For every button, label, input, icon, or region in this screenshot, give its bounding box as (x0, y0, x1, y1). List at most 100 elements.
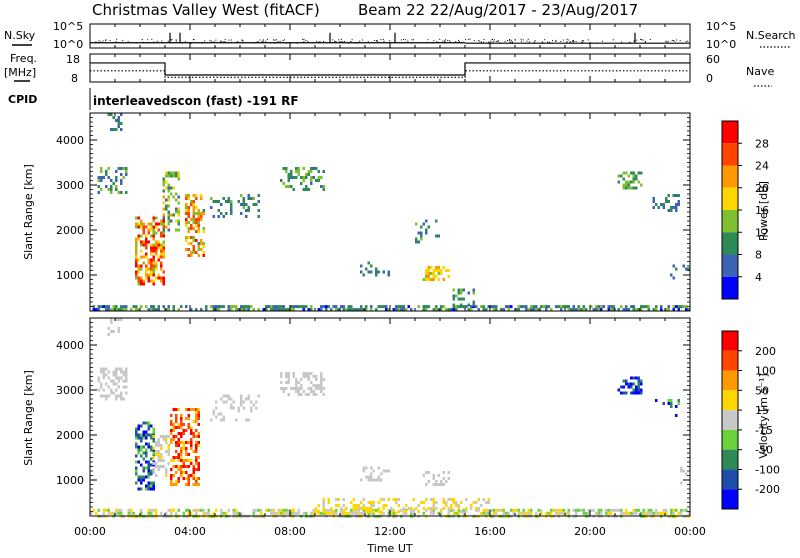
heatmap-cell (135, 466, 138, 470)
heatmap-cell (135, 433, 138, 437)
heatmap-cell (97, 185, 100, 188)
nsky-point (241, 39, 243, 41)
heatmap-cell (157, 273, 160, 277)
heatmap-cell (240, 194, 243, 197)
heatmap-cell (115, 185, 118, 188)
heatmap-cell (285, 170, 288, 173)
heatmap-cell (275, 308, 278, 312)
heatmap-cell (155, 444, 158, 447)
heatmap-cell (192, 435, 195, 438)
heatmap-cell (105, 508, 108, 512)
heatmap-cell (375, 270, 378, 274)
heatmap-cell (360, 507, 363, 510)
heatmap-cell (147, 481, 150, 485)
heatmap-cell (460, 501, 463, 504)
heatmap-cell (142, 240, 145, 244)
heatmap-cell (672, 276, 675, 280)
heatmap-cell (97, 508, 100, 512)
heatmap-cell (560, 511, 563, 515)
nsky-point (479, 41, 481, 43)
heatmap-cell (140, 222, 143, 226)
heatmap-cell (230, 206, 233, 209)
heatmap-cell (417, 510, 420, 513)
heatmap-cell (160, 243, 163, 247)
heatmap-cell (177, 456, 180, 459)
nsky-point (185, 41, 186, 43)
heatmap-cell (142, 445, 145, 449)
heatmap-cell (365, 510, 368, 513)
nsky-point (380, 39, 382, 41)
heatmap-cell (280, 511, 283, 515)
heatmap-cell (595, 308, 598, 312)
heatmap-cell (417, 305, 420, 309)
heatmap-cell (117, 327, 120, 330)
heatmap-cell (167, 198, 170, 202)
heatmap-cell (442, 477, 445, 480)
heatmap-cell (382, 504, 385, 507)
heatmap-cell (305, 185, 308, 188)
heatmap-cell (230, 200, 233, 203)
heatmap-cell (282, 308, 285, 312)
nsky-point (486, 42, 488, 44)
heatmap-cell (287, 381, 290, 384)
heatmap-cell (140, 305, 143, 309)
heatmap-cell (637, 382, 640, 386)
heatmap-cell (420, 231, 423, 235)
nsky-point (348, 42, 350, 44)
nsky-point (98, 40, 100, 42)
heatmap-cell (167, 219, 170, 223)
heatmap-cell (390, 511, 393, 515)
heatmap-cell (192, 474, 195, 477)
heatmap-cell (180, 465, 183, 468)
heatmap-cell (157, 308, 160, 312)
heatmap-cell (530, 308, 533, 312)
heatmap-cell (310, 170, 313, 173)
heatmap-cell (427, 471, 430, 474)
heatmap-cell (632, 391, 635, 395)
nsky-point (633, 40, 635, 42)
heatmap-cell (315, 179, 318, 182)
nsky-point (182, 42, 184, 44)
heatmap-cell (440, 272, 443, 275)
heatmap-cell (447, 508, 450, 512)
nsky-point (274, 39, 276, 41)
heatmap-cell (120, 167, 123, 170)
heatmap-cell (517, 508, 520, 512)
heatmap-cell (192, 477, 195, 480)
heatmap-cell (375, 273, 378, 277)
heatmap-cell (157, 438, 160, 441)
heatmap-cell (195, 435, 198, 438)
heatmap-cell (427, 507, 430, 510)
heatmap-cell (135, 442, 138, 446)
heatmap-cell (597, 508, 600, 512)
heatmap-cell (605, 508, 608, 512)
colorbar-tick-label: 12 (755, 226, 769, 239)
heatmap-cell (100, 385, 103, 389)
heatmap-cell (385, 308, 388, 312)
heatmap-cell (100, 382, 103, 386)
nsky-point (270, 42, 272, 44)
heatmap-cell (192, 408, 195, 411)
nsky-point (257, 41, 259, 43)
heatmap-cell (362, 469, 365, 473)
heatmap-cell (160, 453, 163, 456)
heatmap-cell (447, 477, 450, 480)
heatmap-cell (637, 379, 640, 383)
nsky-point (192, 39, 194, 41)
heatmap-cell (282, 182, 285, 185)
heatmap-cell (177, 480, 180, 483)
heatmap-cell (670, 508, 673, 512)
heatmap-cell (655, 508, 658, 512)
heatmap-cell (667, 399, 670, 402)
heatmap-cell (177, 219, 180, 223)
heatmap-cell (177, 459, 180, 462)
heatmap-cell (637, 385, 640, 389)
heatmap-cell (172, 186, 175, 190)
y-tick-label: 1000 (56, 474, 84, 487)
heatmap-cell (195, 477, 198, 480)
heatmap-cell (177, 477, 180, 480)
heatmap-cell (180, 450, 183, 453)
heatmap-cell (120, 113, 123, 116)
nsky-point (341, 41, 343, 42)
heatmap-cell (185, 236, 188, 239)
